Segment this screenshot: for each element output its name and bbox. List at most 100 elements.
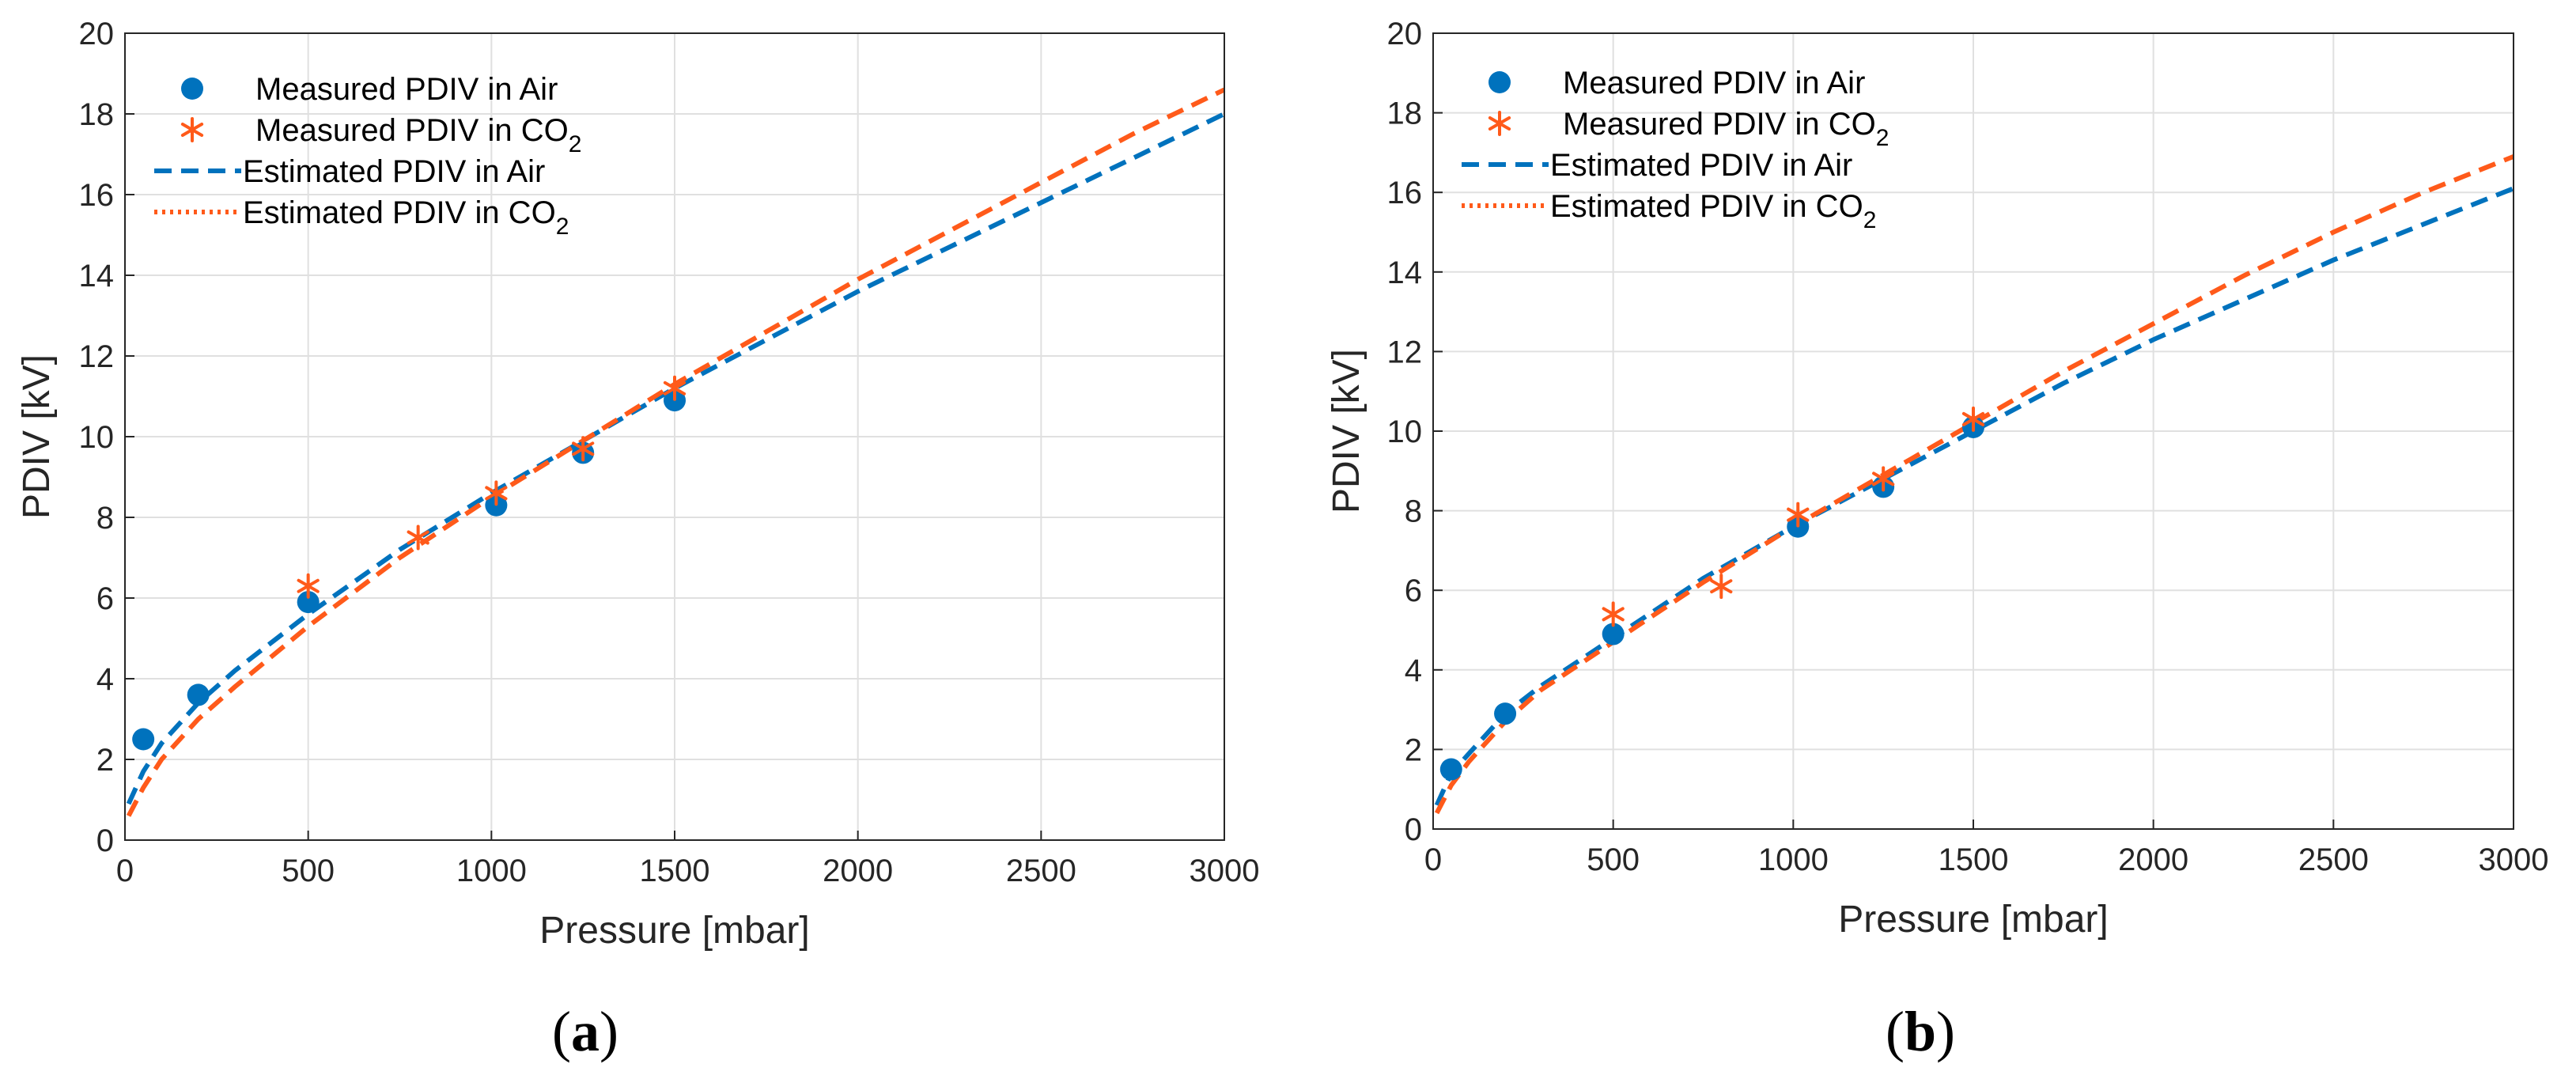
legend-marker-co2-stroke-2	[180, 123, 204, 137]
data-point-co2	[663, 375, 687, 401]
y-tick-label: 0	[1405, 812, 1422, 847]
series-line-estimated-co2	[126, 87, 1226, 817]
y-tick-label: 10	[1387, 415, 1423, 449]
data-point-co2-stroke-2	[572, 441, 595, 456]
data-point-co2-stroke-2	[663, 380, 687, 396]
data-point-co2	[1961, 406, 1985, 432]
legend-label-text: Estimated PDIV in Air	[243, 154, 545, 189]
y-tick-label: 16	[1387, 176, 1423, 210]
x-tick-label: 2500	[2298, 842, 2369, 877]
chart-panel-b: 0 500 1000 1500 2000 2500 3000 0 2 4 6 8 10 12 14 16 18 2…	[1326, 17, 2548, 941]
x-axis-title: Pressure [mbar]	[1838, 899, 2108, 941]
legend-label-0: Measured PDIV in Air	[255, 72, 558, 107]
caption-b: (b)	[1886, 1000, 1955, 1063]
x-tick-label: 2000	[823, 854, 893, 888]
y-tick-label: 6	[1405, 574, 1422, 608]
data-point-co2-stroke-2	[485, 486, 508, 501]
y-tick-label: 14	[79, 259, 115, 293]
legend-symbol-1	[180, 117, 204, 142]
data-point-co2	[407, 524, 429, 551]
caption-a-close: )	[600, 1000, 618, 1063]
data-point-co2	[1872, 466, 1895, 492]
data-point-co2	[1710, 574, 1733, 600]
legend-label-3: Estimated PDIV in CO2	[1550, 189, 1876, 233]
data-point-air	[187, 683, 210, 706]
legend-label-2: Estimated PDIV in Air	[1550, 148, 1852, 183]
legend-marker-air	[181, 78, 203, 100]
data-point-co2-stroke-2	[1961, 411, 1985, 426]
legend-marker-air	[1488, 71, 1511, 93]
data-point-co2	[572, 436, 595, 462]
legend-label-subscript: 2	[556, 214, 569, 240]
legend-label-1: Measured PDIV in CO2	[255, 113, 581, 157]
x-tick-label: 3000	[2479, 842, 2549, 877]
legend-label-text: Estimated PDIV in Air	[1550, 148, 1852, 183]
legend-label-subscript: 2	[1876, 125, 1889, 151]
x-tick-label: 2000	[2118, 842, 2188, 877]
y-tick-label: 16	[79, 178, 115, 213]
caption-b-open: (	[1886, 1000, 1905, 1063]
legend-label-subscript: 2	[1863, 207, 1877, 233]
x-tick-label: 3000	[1190, 854, 1260, 888]
data-point-air	[1602, 623, 1625, 646]
data-point-co2	[485, 480, 508, 506]
data-point-air	[132, 728, 155, 751]
y-tick-label: 20	[1387, 17, 1423, 51]
legend-label-text: Estimated PDIV in CO	[243, 195, 556, 230]
y-tick-label: 12	[1387, 335, 1423, 369]
legend-symbol-1	[1488, 111, 1511, 136]
data-point-air	[1494, 702, 1517, 725]
caption-a-letter: a	[571, 1000, 600, 1063]
series-line-estimated-air	[1434, 186, 2515, 807]
legend: Measured PDIV in Air Measured PDIV in CO2…	[154, 72, 581, 240]
y-tick-label: 18	[79, 97, 115, 132]
y-tick-label: 8	[1405, 494, 1422, 529]
legend-symbol-0	[181, 78, 203, 100]
legend-label-1: Measured PDIV in CO2	[1563, 107, 1889, 151]
x-axis-title: Pressure [mbar]	[539, 910, 809, 952]
legend-label-subscript: 2	[569, 131, 582, 157]
data-point-co2-stroke-2	[1602, 607, 1625, 622]
y-tick-label: 20	[79, 17, 115, 51]
caption-a: (a)	[552, 1000, 618, 1063]
x-tick-label: 1000	[1758, 842, 1829, 877]
y-tick-label: 8	[96, 501, 114, 536]
caption-a-open: (	[552, 1000, 571, 1063]
x-tick-label: 1500	[640, 854, 710, 888]
y-tick-label: 12	[79, 339, 115, 374]
y-axis-title: PDIV [kV]	[1326, 349, 1367, 513]
legend-label-text: Measured PDIV in CO	[1563, 107, 1876, 142]
legend-label-text: Measured PDIV in Air	[1563, 66, 1865, 100]
caption-b-close: )	[1936, 1000, 1955, 1063]
series-line-estimated-air	[126, 112, 1226, 805]
data-point-co2-stroke-2	[1710, 579, 1733, 594]
legend-symbol-0	[1488, 71, 1511, 93]
y-tick-label: 14	[1387, 256, 1423, 290]
legend-label-text: Estimated PDIV in CO	[1550, 189, 1863, 224]
data-point-co2	[1602, 601, 1625, 627]
data-point-co2	[1787, 502, 1810, 528]
y-axis-title: PDIV [kV]	[16, 354, 58, 519]
y-tick-label: 6	[96, 581, 114, 616]
data-point-co2-stroke-2	[297, 578, 320, 593]
legend-marker-co2	[1488, 111, 1511, 136]
data-point-co2-stroke-2	[407, 530, 429, 545]
x-tick-label: 1500	[1939, 842, 2009, 877]
y-tick-label: 18	[1387, 97, 1423, 131]
y-tick-label: 10	[79, 420, 115, 455]
caption-b-letter: b	[1905, 1000, 1936, 1063]
x-tick-label: 0	[1424, 842, 1442, 877]
x-tick-label: 500	[1587, 842, 1640, 877]
legend-label-2: Estimated PDIV in Air	[243, 154, 545, 189]
y-tick-label: 2	[1405, 733, 1422, 767]
y-tick-label: 2	[96, 743, 114, 778]
y-tick-label: 0	[96, 823, 114, 858]
legend-label-text: Measured PDIV in Air	[255, 72, 558, 107]
legend-label-3: Estimated PDIV in CO2	[243, 195, 569, 240]
x-tick-label: 0	[116, 854, 134, 888]
x-tick-label: 500	[282, 854, 335, 888]
data-point-air	[297, 591, 320, 614]
x-tick-label: 2500	[1006, 854, 1076, 888]
